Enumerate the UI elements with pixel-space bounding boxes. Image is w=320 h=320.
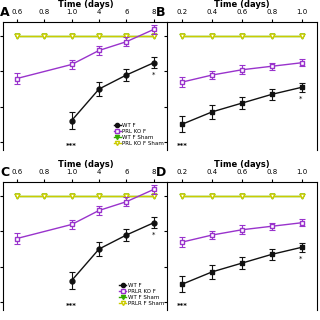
Legend: WT F, PRL KO F, WT F Sham, PRL KO F Sham: WT F, PRL KO F, WT F Sham, PRL KO F Sham — [113, 123, 165, 146]
X-axis label: Time (days): Time (days) — [58, 160, 113, 169]
Text: B: B — [156, 6, 165, 19]
Text: *: * — [299, 96, 302, 102]
Text: D: D — [156, 166, 166, 179]
Text: *: * — [152, 231, 156, 237]
Text: *: * — [299, 256, 302, 262]
Text: ***: *** — [177, 303, 188, 309]
Text: ***: *** — [66, 303, 77, 309]
Text: A: A — [0, 6, 10, 19]
Text: ***: *** — [177, 143, 188, 149]
X-axis label: Time (days): Time (days) — [214, 160, 270, 169]
Legend: WT F, PRLR KO F, WT F Sham, PRLR F Sham: WT F, PRLR KO F, WT F Sham, PRLR F Sham — [119, 283, 165, 306]
X-axis label: Time (days): Time (days) — [58, 0, 113, 9]
Text: C: C — [0, 166, 9, 179]
Text: ***: *** — [66, 143, 77, 149]
Text: *: * — [152, 71, 156, 77]
X-axis label: Time (days): Time (days) — [214, 0, 270, 9]
